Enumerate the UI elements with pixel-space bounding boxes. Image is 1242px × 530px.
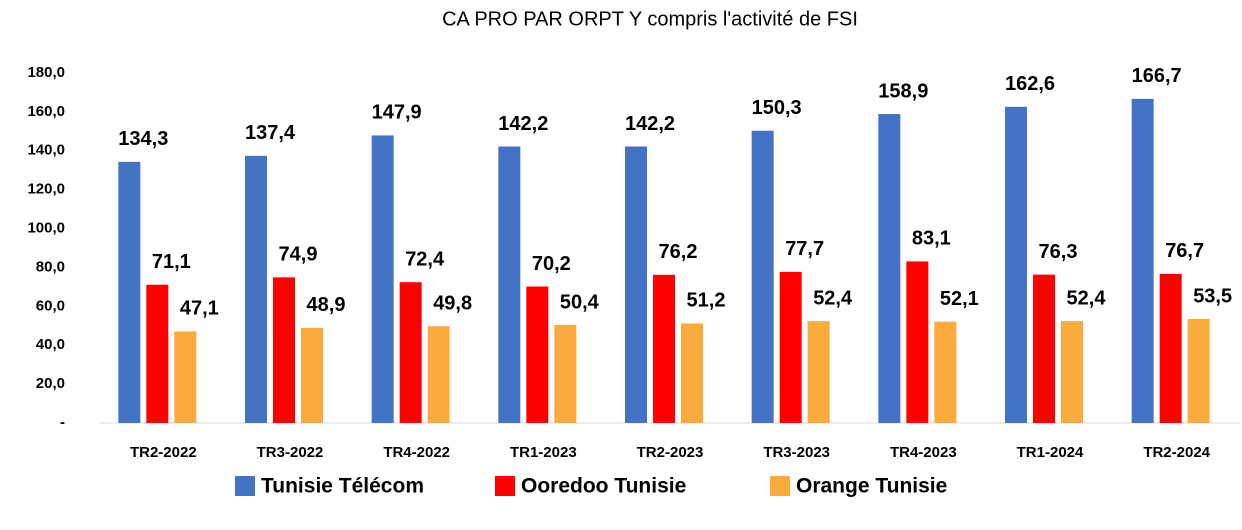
bar <box>1005 106 1027 423</box>
value-label: 142,2 <box>498 113 548 135</box>
legend-label: Orange Tunisie <box>796 475 947 498</box>
value-label: 77,7 <box>785 238 824 260</box>
x-tick-label: TR4-2022 <box>383 444 450 461</box>
value-label: 48,9 <box>307 294 346 316</box>
value-label: 70,2 <box>532 253 571 275</box>
y-tick-label: 160,0 <box>27 103 65 120</box>
bar <box>245 155 267 424</box>
legend-label: Tunisie Télécom <box>261 475 424 498</box>
value-label: 71,1 <box>152 251 191 273</box>
x-tick-label: TR1-2024 <box>1017 444 1084 461</box>
bar <box>779 271 802 423</box>
legend-swatch <box>495 476 515 496</box>
bar <box>1033 274 1055 423</box>
bar <box>1131 98 1154 423</box>
bar <box>371 135 394 423</box>
value-label: 147,9 <box>372 102 422 124</box>
y-tick-label: 180,0 <box>27 64 65 81</box>
value-label: 49,8 <box>433 292 472 314</box>
value-label: 142,2 <box>625 113 675 135</box>
value-label: 74,9 <box>279 244 318 266</box>
bar <box>526 286 549 423</box>
bar <box>653 274 675 423</box>
value-label: 134,3 <box>118 128 168 150</box>
y-tick-label: 20,0 <box>36 375 65 392</box>
bar <box>118 161 141 423</box>
value-label: 52,1 <box>940 288 979 310</box>
value-label: 51,2 <box>687 290 726 312</box>
bar <box>273 277 295 423</box>
bar <box>878 114 901 424</box>
bar <box>146 284 169 423</box>
value-label: 72,4 <box>405 249 445 271</box>
bar <box>625 146 647 423</box>
value-label: 166,7 <box>1132 65 1182 87</box>
x-tick-label: TR4-2023 <box>890 444 957 461</box>
value-label: 76,7 <box>1165 240 1204 262</box>
value-label: 83,1 <box>912 228 951 250</box>
value-label: 50,4 <box>560 291 600 313</box>
y-tick-label: 60,0 <box>36 297 65 314</box>
bar <box>399 282 422 423</box>
value-label: 162,6 <box>1005 73 1055 95</box>
value-label: 76,2 <box>659 241 698 263</box>
bar <box>498 146 521 423</box>
y-tick-label: - <box>60 414 65 431</box>
bar <box>751 130 774 423</box>
value-label: 137,4 <box>245 122 296 144</box>
bar <box>807 321 830 423</box>
bar <box>1187 318 1210 423</box>
x-tick-label: TR2-2024 <box>1143 444 1210 461</box>
x-tick-label: TR2-2023 <box>637 444 704 461</box>
bar <box>906 261 929 423</box>
value-label: 52,4 <box>813 287 853 309</box>
bar <box>934 321 957 423</box>
legend-swatch <box>235 476 255 496</box>
x-tick-label: TR3-2023 <box>763 444 830 461</box>
value-label: 158,9 <box>878 80 928 102</box>
value-label: 150,3 <box>752 97 802 119</box>
y-tick-label: 100,0 <box>27 220 65 237</box>
value-label: 47,1 <box>180 298 219 320</box>
x-tick-label: TR3-2022 <box>257 444 324 461</box>
chart-title: CA PRO PAR ORPT Y compris l'activité de … <box>442 8 858 30</box>
bar <box>427 326 450 423</box>
legend-label: Ooredoo Tunisie <box>521 475 686 498</box>
bar <box>301 327 323 423</box>
y-tick-label: 40,0 <box>36 336 65 353</box>
y-tick-label: 120,0 <box>27 181 65 198</box>
bar <box>1061 321 1083 423</box>
legend-swatch <box>770 476 790 496</box>
value-label: 53,5 <box>1193 285 1232 307</box>
x-tick-label: TR2-2022 <box>130 444 197 461</box>
value-label: 52,4 <box>1067 287 1107 309</box>
value-label: 76,3 <box>1039 241 1078 263</box>
bar <box>681 323 703 423</box>
x-tick-label: TR1-2023 <box>510 444 577 461</box>
bar <box>174 331 197 423</box>
bar <box>554 325 577 423</box>
y-tick-label: 80,0 <box>36 258 65 275</box>
bar <box>1159 273 1182 423</box>
y-tick-label: 140,0 <box>27 142 65 159</box>
